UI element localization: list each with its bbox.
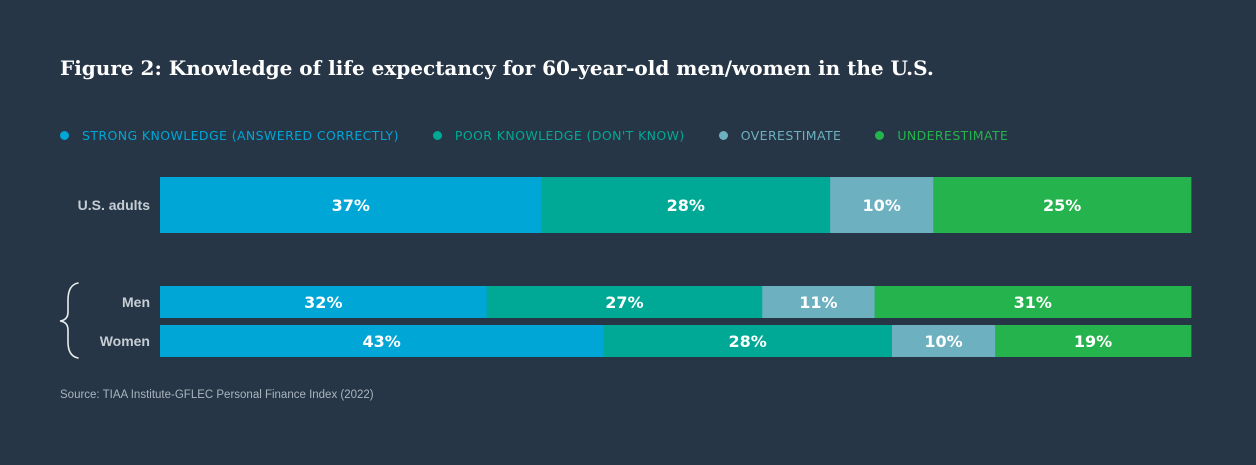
legend-marker-1 bbox=[432, 130, 442, 140]
bar-value-label-1-3: 31% bbox=[1014, 293, 1052, 312]
bar-value-label-2-0: 43% bbox=[363, 332, 401, 351]
bar-segment-0-3 bbox=[933, 177, 1192, 233]
legend-marker-0 bbox=[60, 130, 69, 140]
legend-marker-3 bbox=[875, 130, 885, 140]
category-label-0: U.S. adults bbox=[78, 197, 151, 213]
bar-value-label-2-1: 28% bbox=[729, 332, 767, 351]
bar-value-label-0-2: 10% bbox=[863, 196, 901, 215]
legend-item-3: UNDERESTIMATE bbox=[875, 128, 1008, 143]
chart-title: Figure 2: Knowledge of life expectancy f… bbox=[60, 56, 934, 80]
legend-label-3: UNDERESTIMATE bbox=[897, 127, 1009, 143]
chart-legend: STRONG KNOWLEDGE (ANSWERED CORRECTLY) POO… bbox=[60, 126, 1042, 144]
bar-value-label-0-1: 28% bbox=[667, 196, 705, 215]
legend-item-1: POOR KNOWLEDGE (DON'T KNOW) bbox=[432, 127, 685, 143]
bar-segment-2-2 bbox=[892, 325, 996, 357]
legend-label-0: STRONG KNOWLEDGE (ANSWERED CORRECTLY) bbox=[82, 127, 399, 143]
legend-marker-2 bbox=[718, 130, 728, 140]
bar-value-label-1-0: 32% bbox=[304, 293, 342, 312]
bar-segment-2-0 bbox=[160, 325, 604, 357]
bar-segment-1-3 bbox=[874, 286, 1192, 318]
bar-value-label-2-2: 10% bbox=[924, 332, 962, 351]
legend-item-2: OVERESTIMATE bbox=[718, 127, 842, 143]
bar-value-label-2-3: 19% bbox=[1074, 332, 1112, 351]
bar-segment-2-1 bbox=[603, 325, 893, 357]
bar-segment-0-1 bbox=[541, 177, 831, 233]
bar-segment-1-0 bbox=[160, 286, 488, 318]
bar-segment-1-1 bbox=[486, 286, 763, 318]
legend-label-2: OVERESTIMATE bbox=[740, 127, 842, 143]
category-label-1: Men bbox=[122, 294, 150, 310]
bar-segment-0-2 bbox=[830, 177, 934, 233]
bar-value-label-1-2: 11% bbox=[799, 293, 837, 312]
legend-item-0: STRONG KNOWLEDGE (ANSWERED CORRECTLY) bbox=[60, 128, 399, 143]
bar-value-label-1-1: 27% bbox=[605, 293, 643, 312]
chart-source-note: Source: TIAA Institute-GFLEC Personal Fi… bbox=[60, 389, 374, 401]
bar-segment-2-3 bbox=[995, 325, 1192, 357]
bar-segment-1-2 bbox=[762, 286, 875, 318]
group-brace bbox=[59, 282, 79, 359]
bar-value-label-0-0: 37% bbox=[332, 196, 370, 215]
category-label-2: Women bbox=[100, 333, 150, 349]
bar-segment-0-0 bbox=[160, 177, 542, 233]
legend-label-1: POOR KNOWLEDGE (DON'T KNOW) bbox=[454, 127, 685, 143]
bar-value-label-0-3: 25% bbox=[1043, 196, 1081, 215]
